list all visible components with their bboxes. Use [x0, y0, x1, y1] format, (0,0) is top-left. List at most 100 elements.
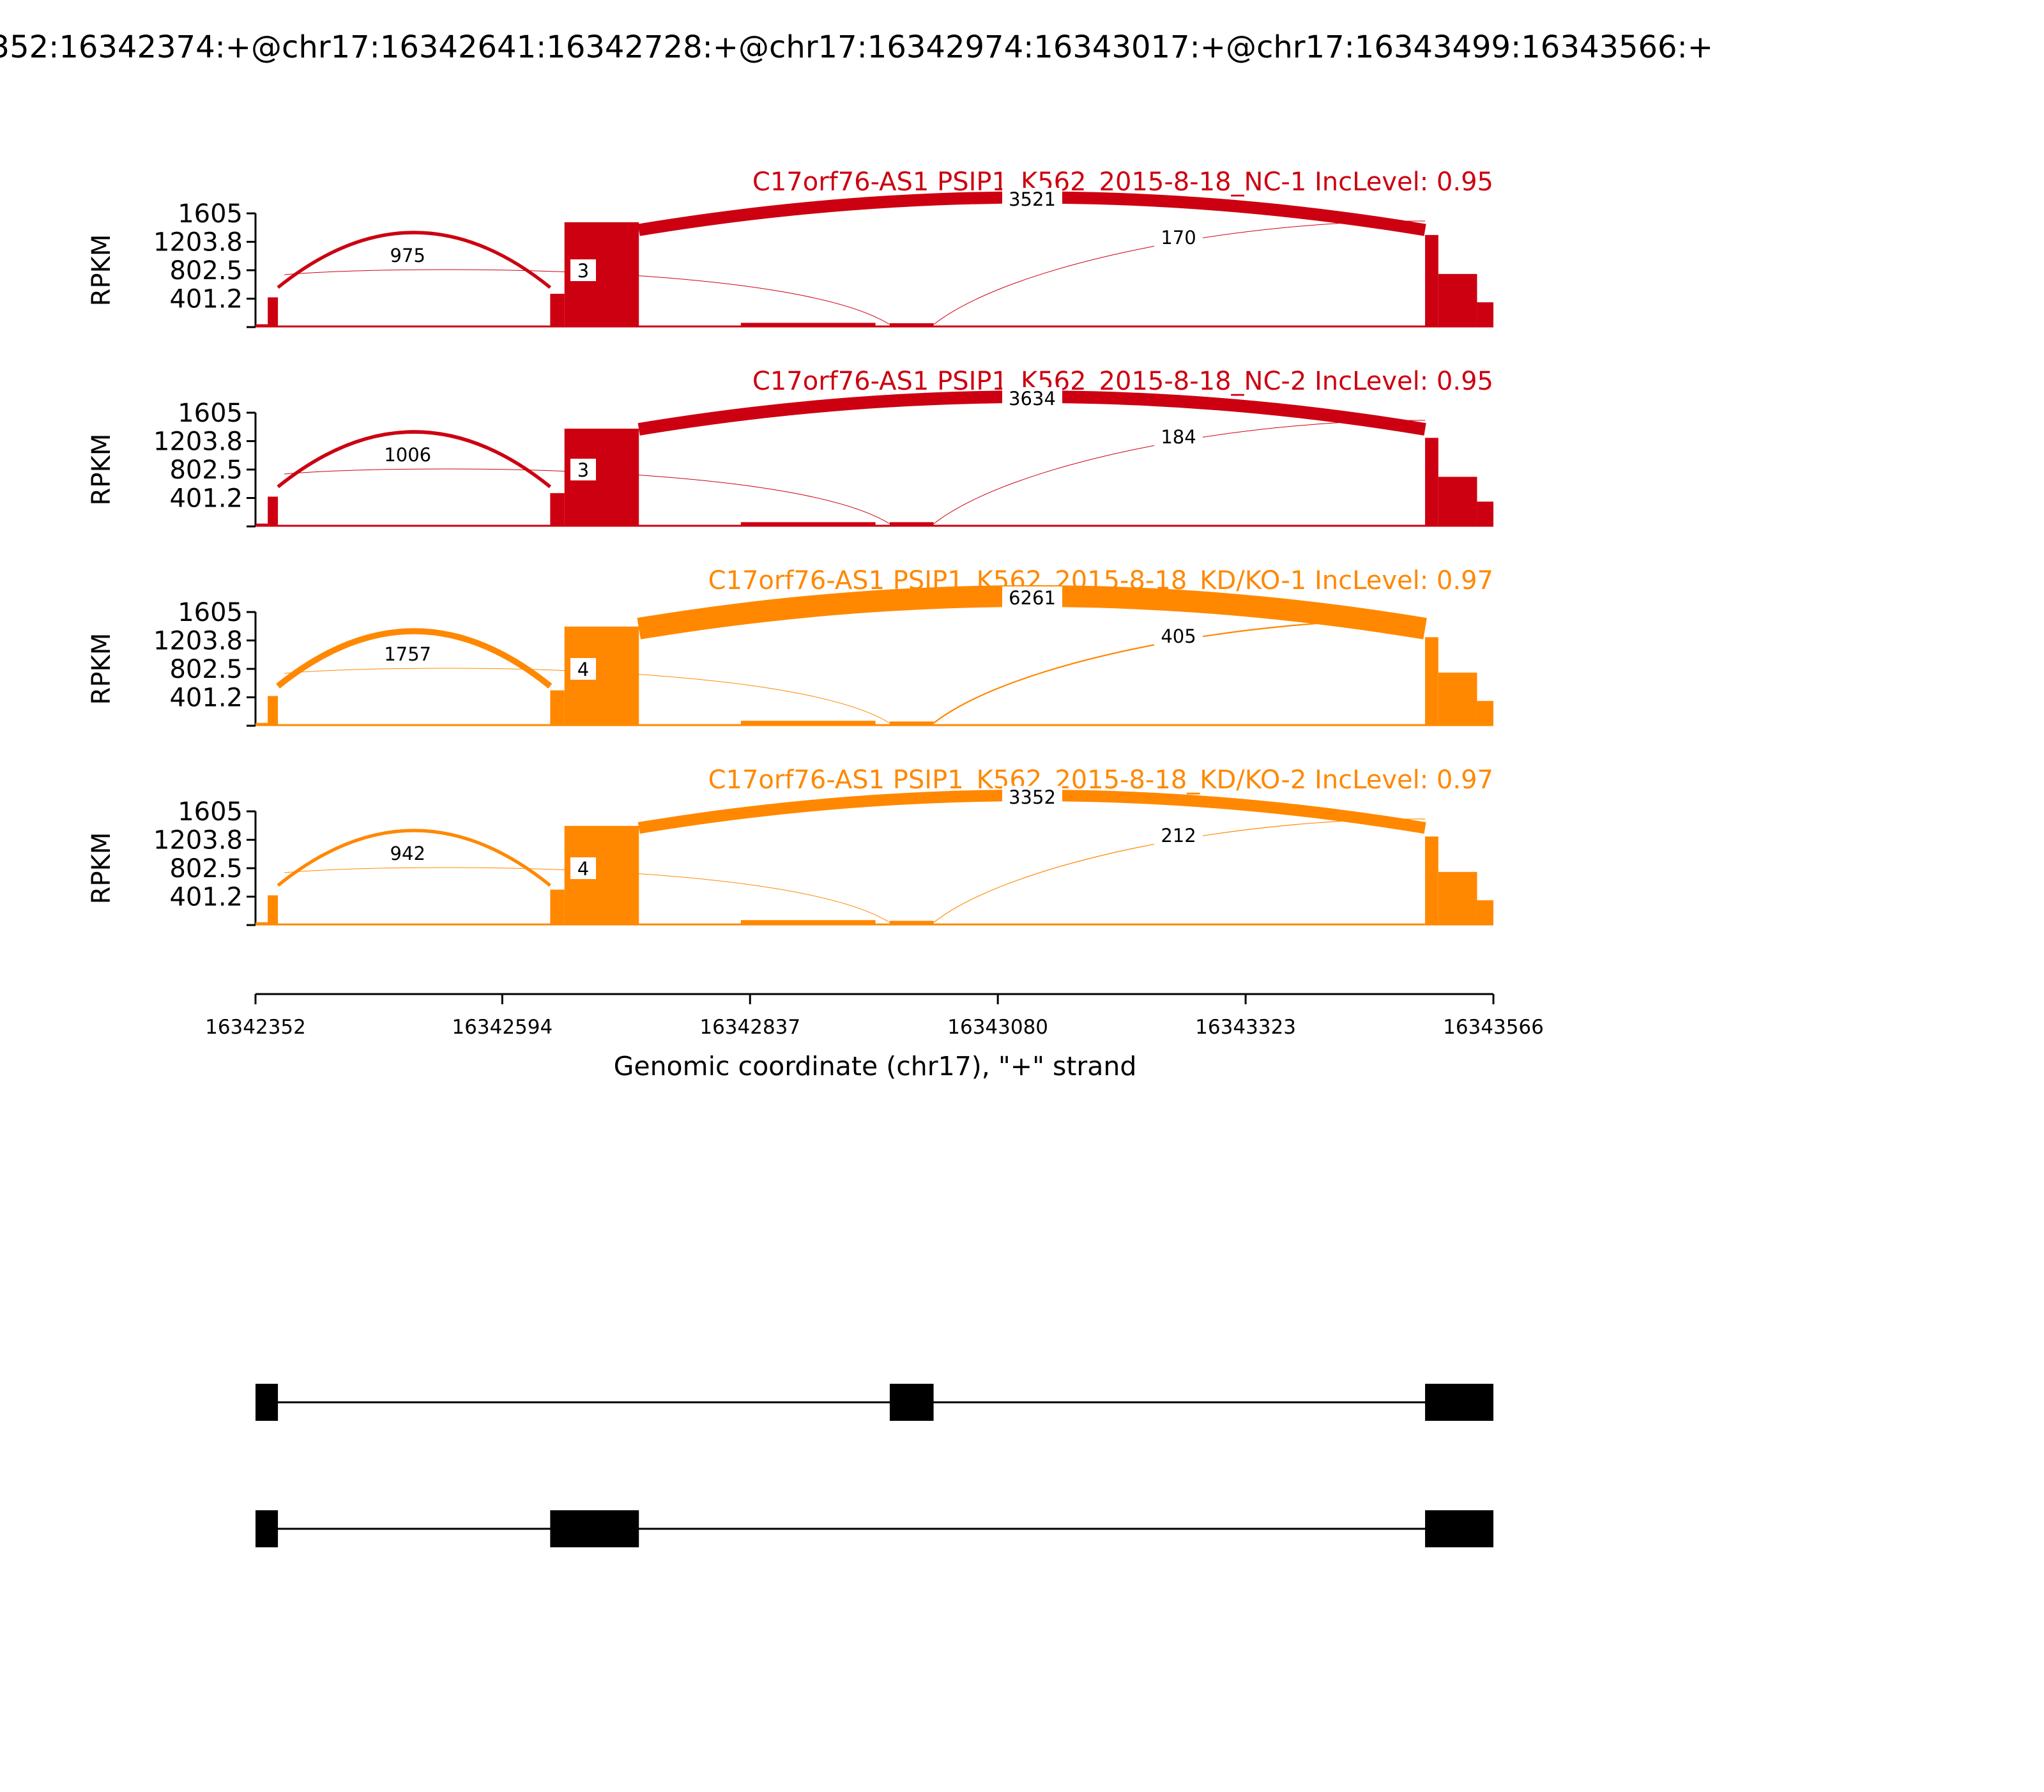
junction-count-label: 3	[577, 260, 589, 282]
coverage-bar	[550, 493, 565, 526]
y-tick-label: 1605	[178, 598, 243, 627]
isoform-track	[256, 1510, 1493, 1547]
x-tick-label: 16343566	[1443, 1016, 1544, 1039]
exon-block	[889, 1384, 934, 1421]
coverage-bar	[1438, 273, 1477, 327]
coverage-bar	[1477, 302, 1493, 327]
junction-count-box	[1002, 586, 1062, 608]
coverage-bar	[1438, 477, 1477, 526]
junction-count-box	[383, 842, 432, 864]
coverage-bar	[740, 920, 876, 925]
coverage-bar	[740, 721, 876, 726]
junction-count-box	[1154, 824, 1203, 846]
sample-panel: C17orf76-AS1 PSIP1_K562_2015-8-18_KD/KO-…	[87, 765, 1493, 926]
y-tick-label: 401.2	[169, 883, 243, 912]
y-tick-label: 802.5	[169, 854, 243, 884]
junction-arc	[277, 829, 551, 887]
x-tick-label: 16343080	[947, 1016, 1048, 1039]
y-tick-label: 802.5	[169, 655, 243, 684]
x-tick-label: 16343323	[1195, 1016, 1296, 1039]
coverage-bar	[889, 721, 934, 726]
junction-count-label: 1006	[384, 444, 431, 466]
coverage-bar	[889, 323, 934, 327]
coverage-bar	[889, 522, 934, 526]
sample-label: C17orf76-AS1 PSIP1_K562_2015-8-18_KD/KO-…	[708, 765, 1493, 795]
coverage-bar	[1425, 438, 1438, 526]
junction-count-box	[1002, 188, 1062, 210]
x-tick-label: 16342837	[699, 1016, 800, 1039]
y-tick-label: 401.2	[169, 684, 243, 713]
x-axis-label: Genomic coordinate (chr17), "+" strand	[614, 1051, 1137, 1082]
exon-block	[1425, 1510, 1493, 1547]
junction-arc	[276, 628, 553, 689]
junction-arc	[284, 468, 890, 525]
junction-count-box	[1154, 425, 1203, 447]
coverage-bar	[1425, 836, 1438, 925]
sample-label: C17orf76-AS1 PSIP1_K562_2015-8-18_NC-1 I…	[752, 167, 1493, 197]
coverage-bar	[550, 889, 565, 925]
junction-arc	[933, 220, 1426, 325]
junction-count-label: 1757	[384, 643, 431, 665]
x-axis: 16342352 16342594 16342837 16343080 16343323…	[205, 993, 1544, 1039]
sample-label: C17orf76-AS1 PSIP1_K562_2015-8-18_NC-2 I…	[752, 367, 1493, 396]
junction-count-label: 170	[1161, 227, 1196, 249]
exon-block	[256, 1510, 278, 1547]
junction-count-label: 405	[1161, 625, 1196, 647]
coverage-bar	[1425, 637, 1438, 726]
coverage-bar	[740, 323, 876, 327]
coverage-bar	[1477, 900, 1493, 925]
junction-count-box	[378, 643, 438, 664]
junction-count-label: 3634	[1009, 388, 1056, 410]
y-tick-label: 401.2	[169, 285, 243, 314]
y-tick-label: 1605	[178, 199, 243, 229]
coverage-bar	[268, 696, 278, 726]
y-axis-label: RPKM	[87, 234, 116, 307]
junction-count-box	[1154, 226, 1203, 248]
junction-count-box	[1002, 387, 1062, 409]
junction-arc	[284, 867, 890, 923]
junction-count-box	[570, 658, 596, 680]
exon-block	[1425, 1384, 1493, 1421]
gene-model	[256, 1384, 1493, 1547]
junction-count-label: 3	[577, 459, 589, 481]
coverage-bar	[268, 297, 278, 327]
coverage-bar	[550, 690, 565, 726]
junction-count-box	[378, 443, 438, 465]
sample-panels: C17orf76-AS1 PSIP1_K562_2015-8-18_NC-1 I…	[87, 167, 1493, 926]
coverage-bar	[1477, 502, 1493, 526]
coverage-bar	[889, 921, 934, 925]
y-tick-label: 802.5	[169, 456, 243, 485]
junction-count-label: 212	[1161, 825, 1196, 846]
junction-count-label: 6261	[1009, 587, 1056, 609]
junction-arc	[277, 430, 552, 489]
coverage-bar	[268, 895, 278, 925]
coverage-bar	[268, 496, 278, 526]
y-tick-label: 401.2	[169, 484, 243, 514]
sample-panel: C17orf76-AS1 PSIP1_K562_2015-8-18_NC-1 I…	[87, 167, 1493, 328]
exon-block	[550, 1510, 639, 1547]
y-tick-label: 802.5	[169, 256, 243, 286]
junction-count-label: 3352	[1009, 786, 1056, 808]
junction-count-label: 4	[577, 659, 589, 680]
y-tick-label: 1203.8	[153, 227, 243, 257]
junction-count-box	[570, 259, 596, 281]
y-axis-label: RPKM	[87, 633, 116, 705]
junction-count-label: 184	[1161, 426, 1196, 448]
junction-arc	[284, 668, 890, 724]
junction-count-box	[383, 244, 432, 266]
junction-count-box	[1002, 786, 1062, 808]
junction-count-label: 975	[390, 245, 425, 266]
exon-block	[256, 1384, 278, 1421]
y-axis-label: RPKM	[87, 434, 116, 506]
junction-count-box	[570, 459, 596, 480]
coverage-bar	[1477, 701, 1493, 726]
y-tick-label: 1203.8	[153, 825, 243, 855]
junction-count-label: 4	[577, 858, 589, 880]
junction-arc	[933, 818, 1426, 923]
junction-arc	[933, 618, 1426, 724]
junction-count-box	[570, 857, 596, 879]
coverage-bar	[1438, 672, 1477, 726]
junction-arc	[933, 420, 1426, 525]
